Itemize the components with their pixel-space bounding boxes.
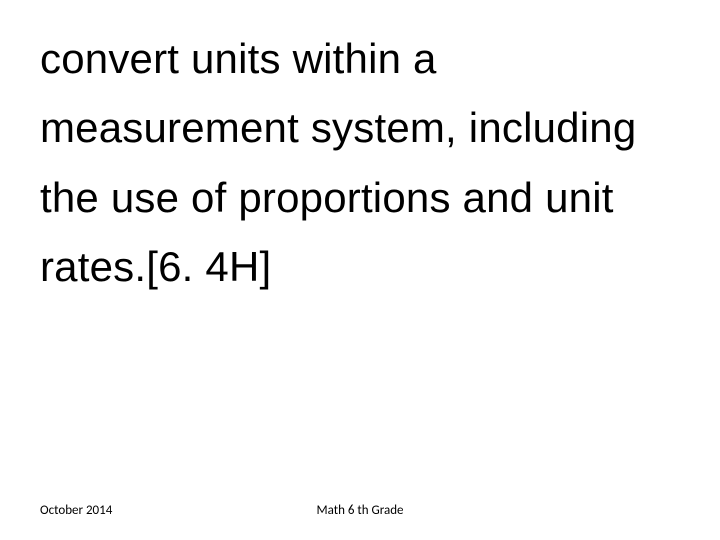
slide-body-text: convert units within a measurement syste… (40, 24, 680, 301)
footer-subject: Math 6 th Grade (317, 503, 404, 518)
slide-container: convert units within a measurement syste… (0, 0, 720, 540)
footer-date: October 2014 (40, 503, 112, 518)
